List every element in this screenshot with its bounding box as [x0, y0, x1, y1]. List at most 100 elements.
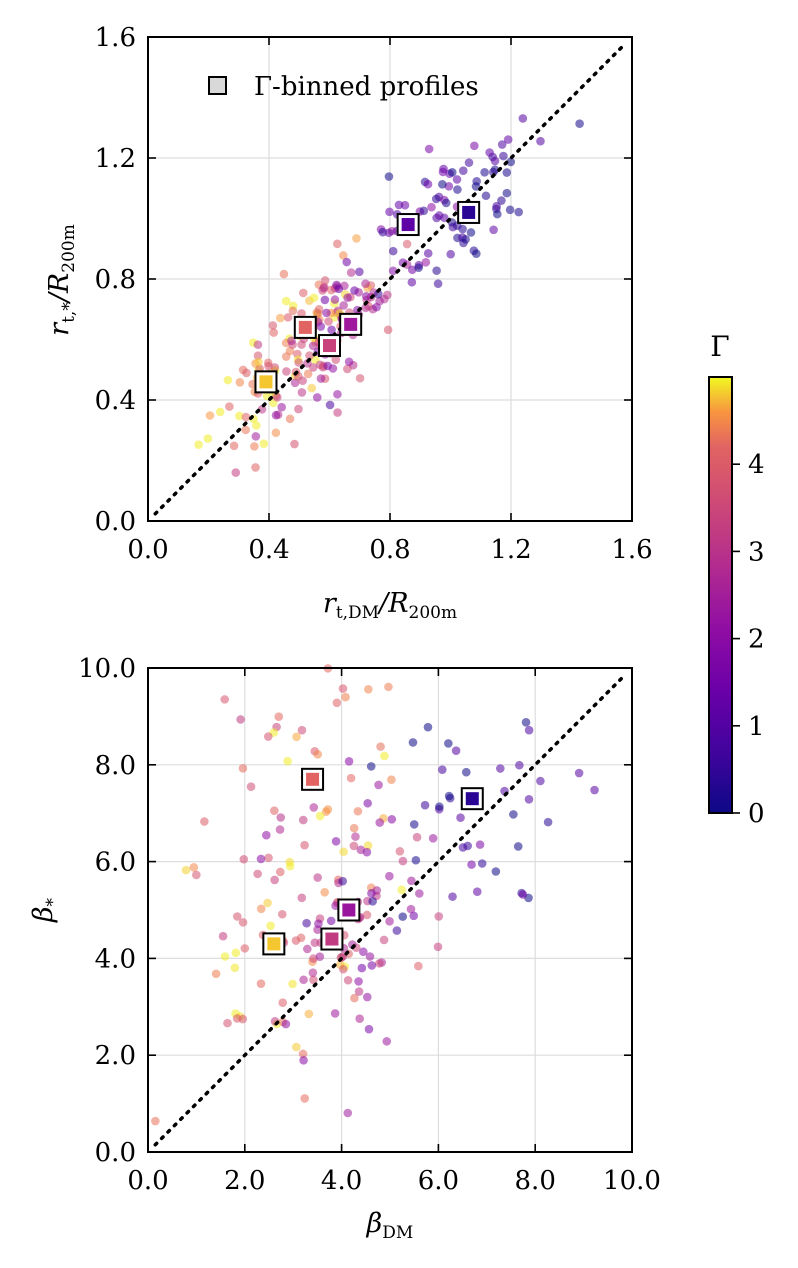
- scatter-point: [281, 296, 291, 306]
- scatter-point: [303, 369, 313, 379]
- scatter-point: [253, 340, 263, 350]
- scatter-point: [435, 802, 444, 811]
- scatter-point: [375, 296, 384, 306]
- scatter-point: [308, 968, 318, 978]
- scatter-point: [514, 207, 523, 217]
- scatter-point: [363, 798, 372, 808]
- scatter-point: [354, 977, 363, 986]
- scatter-point: [444, 181, 454, 191]
- scatter-point: [444, 791, 454, 801]
- scatter-point: [518, 114, 528, 123]
- legend-label: Γ-binned profiles: [254, 72, 479, 102]
- scatter-point: [350, 993, 359, 1003]
- scatter-point: [350, 286, 359, 295]
- scatter-point: [314, 919, 323, 929]
- scatter-point: [271, 410, 281, 420]
- scatter-point: [241, 412, 251, 422]
- scatter-point: [392, 926, 402, 935]
- bottom-panel: 0.0 2.0 4.0 6.0 8.0 10.0 0.0 2.0 4.0 6.0 8.0 10.0 β…: [28, 654, 661, 1243]
- binned-marker: [325, 932, 339, 946]
- scatter-point: [361, 291, 371, 301]
- scatter-point: [283, 756, 292, 766]
- scatter-point: [241, 425, 251, 435]
- top-identity-line: [153, 42, 627, 516]
- colorbar-tick-label: 0: [748, 799, 765, 829]
- scatter-point: [338, 251, 348, 260]
- scatter-point: [357, 963, 367, 973]
- scatter-point: [343, 1108, 353, 1118]
- scatter-point: [414, 263, 423, 272]
- scatter-point: [253, 869, 262, 879]
- colorbar-title: Γ: [710, 330, 729, 363]
- scatter-point: [323, 805, 333, 814]
- scatter-point: [330, 295, 340, 304]
- scatter-point: [472, 887, 482, 896]
- scatter-point: [296, 933, 306, 943]
- scatter-point: [334, 284, 344, 294]
- bottom-y-axis-label: β*: [28, 897, 63, 923]
- top-binned-markers: [254, 200, 481, 394]
- scatter-point: [232, 912, 242, 921]
- x-tick-label: 0.0: [127, 1166, 168, 1196]
- scatter-point: [447, 168, 457, 177]
- scatter-point: [339, 301, 348, 310]
- scatter-point: [251, 463, 260, 472]
- scatter-point: [298, 1049, 308, 1059]
- scatter-point: [409, 911, 419, 921]
- scatter-point: [490, 156, 500, 166]
- scatter-point: [309, 293, 319, 303]
- binned-marker: [306, 772, 320, 786]
- scatter-point: [415, 889, 424, 898]
- scatter-point: [327, 325, 336, 335]
- scatter-point: [490, 165, 500, 175]
- scatter-point: [270, 806, 279, 815]
- scatter-point: [379, 935, 389, 945]
- y-tick-label: 4.0: [95, 944, 136, 974]
- scatter-point: [256, 854, 266, 864]
- bottom-ticks: 0.0 2.0 4.0 6.0 8.0 10.0 0.0 2.0 4.0 6.0 8.0 10.0: [78, 654, 661, 1196]
- y-tick-label: 1.6: [95, 23, 136, 53]
- scatter-point: [388, 266, 398, 276]
- y-tick-label: 0.8: [95, 265, 136, 295]
- scatter-point: [264, 361, 273, 371]
- x-tick-label: 1.2: [490, 535, 531, 565]
- scatter-point: [395, 847, 405, 856]
- scatter-point: [281, 1019, 291, 1029]
- binned-marker: [465, 792, 479, 806]
- colorbar-tick-label: 4: [748, 450, 765, 480]
- scatter-point: [359, 947, 368, 957]
- scatter-point: [299, 1056, 308, 1065]
- scatter-point: [384, 228, 394, 238]
- scatter-point: [218, 931, 228, 941]
- scatter-point: [331, 837, 341, 846]
- scatter-point: [402, 239, 412, 249]
- scatter-point: [475, 840, 485, 849]
- binned-marker: [259, 375, 273, 389]
- scatter-point: [205, 411, 215, 420]
- scatter-point: [384, 172, 394, 181]
- scatter-point: [343, 293, 352, 303]
- scatter-point: [333, 389, 342, 399]
- scatter-point: [502, 168, 512, 177]
- top-y-axis-label: rt,*/R200m: [44, 224, 79, 336]
- scatter-point: [461, 235, 470, 244]
- scatter-point: [310, 938, 320, 948]
- scatter-point: [342, 257, 352, 267]
- scatter-point: [505, 205, 515, 215]
- scatter-point: [246, 782, 256, 792]
- scatter-point: [346, 773, 356, 783]
- scatter-point: [466, 228, 476, 237]
- scatter-point: [313, 309, 323, 318]
- scatter-point: [220, 695, 230, 704]
- scatter-point: [220, 952, 230, 961]
- scatter-point: [270, 875, 279, 885]
- scatter-point: [420, 800, 430, 810]
- scatter-point: [421, 258, 431, 267]
- scatter-point: [574, 768, 584, 778]
- scatter-point: [298, 376, 307, 385]
- scatter-point: [355, 267, 364, 277]
- scatter-point: [513, 842, 523, 851]
- scatter-point: [322, 308, 331, 318]
- scatter-point: [298, 288, 308, 298]
- scatter-point: [333, 408, 342, 417]
